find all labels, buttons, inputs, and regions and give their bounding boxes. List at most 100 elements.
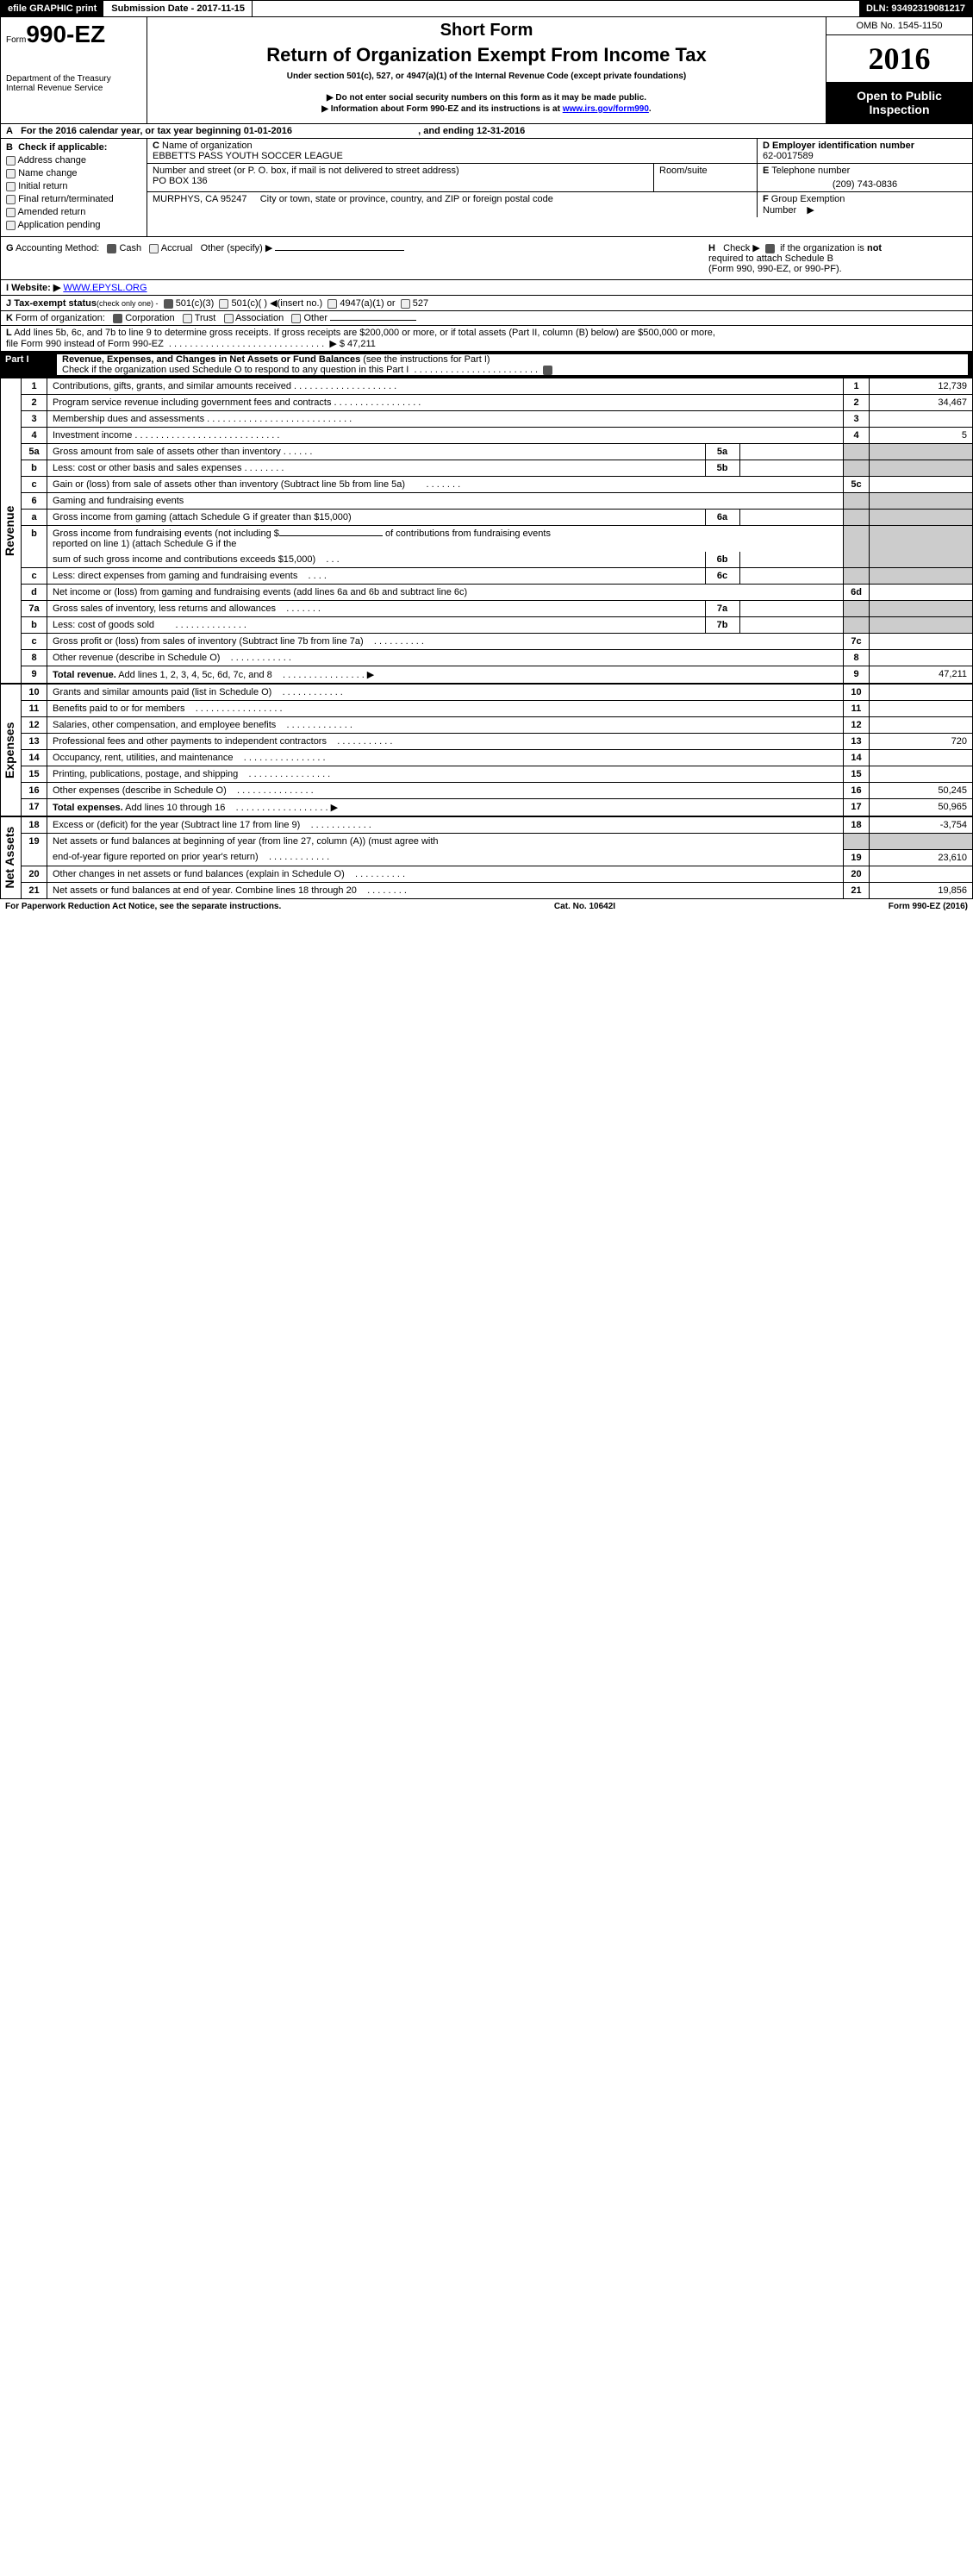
- header-left: Form990-EZ Department of the Treasury In…: [1, 17, 147, 123]
- room-suite: Room/suite: [653, 164, 757, 191]
- l6a-rnum: [844, 510, 870, 526]
- irs-link[interactable]: www.irs.gov/form990: [563, 104, 649, 114]
- label-g: G: [6, 243, 14, 253]
- chk-final-return[interactable]: Final return/terminated: [6, 194, 141, 204]
- chk-initial-return[interactable]: Initial return: [6, 181, 141, 191]
- chk-name-change[interactable]: Name change: [6, 168, 141, 178]
- box-c-address: Number and street (or P. O. box, if mail…: [147, 164, 653, 191]
- radio-501c3[interactable]: [164, 299, 173, 309]
- row-a-tax-year: A For the 2016 calendar year, or tax yea…: [0, 124, 973, 139]
- other-org-input[interactable]: [330, 320, 416, 321]
- insert-no-label: ◀(insert no.): [270, 298, 322, 309]
- l1-val: 12,739: [870, 378, 973, 395]
- row-l-text1: Add lines 5b, 6c, and 7b to line 9 to de…: [14, 328, 715, 338]
- chk-schedule-b[interactable]: [765, 244, 775, 253]
- l5a-wrap: Gross amount from sale of assets other t…: [47, 444, 844, 460]
- row-name: C Name of organization EBBETTS PASS YOUT…: [147, 139, 972, 164]
- l9-rnum: 9: [844, 666, 870, 684]
- l5a-desc: Gross amount from sale of assets other t…: [47, 444, 705, 460]
- expenses-section: Expenses 10Grants and similar amounts pa…: [0, 684, 973, 816]
- l17-rnum: 17: [844, 799, 870, 816]
- radio-trust[interactable]: [183, 314, 192, 323]
- l1-desc: Contributions, gifts, grants, and simila…: [47, 378, 844, 395]
- line-15: 15Printing, publications, postage, and s…: [22, 766, 973, 783]
- l13-val: 720: [870, 734, 973, 750]
- form-subtitle: Under section 501(c), 527, or 4947(a)(1)…: [153, 72, 820, 81]
- dept-treasury: Department of the Treasury: [6, 74, 141, 84]
- revenue-vlabel: Revenue: [1, 378, 18, 683]
- dln-number: DLN: 93492319081217: [859, 1, 972, 16]
- radio-association[interactable]: [224, 314, 234, 323]
- l12-rnum: 12: [844, 717, 870, 734]
- l6c-wrap: Less: direct expenses from gaming and fu…: [47, 568, 844, 585]
- l6-val: [870, 493, 973, 510]
- line-14: 14Occupancy, rent, utilities, and mainte…: [22, 750, 973, 766]
- h-text3: (Form 990, 990-EZ, or 990-PF).: [708, 264, 842, 274]
- l6c-sublabel: 6c: [705, 568, 739, 584]
- line-13: 13Professional fees and other payments t…: [22, 734, 973, 750]
- l15-rnum: 15: [844, 766, 870, 783]
- chk-amended-return[interactable]: Amended return: [6, 207, 141, 217]
- chk-application-pending[interactable]: Application pending: [6, 220, 141, 230]
- open-line-1: Open to Public: [830, 89, 969, 103]
- line-7a: 7aGross sales of inventory, less returns…: [22, 601, 973, 617]
- l5b-num: b: [22, 460, 47, 477]
- radio-corporation[interactable]: [113, 314, 122, 323]
- radio-cash[interactable]: [107, 244, 116, 253]
- website-link[interactable]: WWW.EPYSL.ORG: [63, 283, 147, 293]
- l11-val: [870, 701, 973, 717]
- chk-address-change[interactable]: Address change: [6, 155, 141, 166]
- netassets-section: Net Assets 18Excess or (deficit) for the…: [0, 816, 973, 899]
- 501c-label: 501(c)( ): [232, 298, 268, 309]
- l17-num: 17: [22, 799, 47, 816]
- l7b-sublabel: 7b: [705, 617, 739, 633]
- l6b-fill[interactable]: [279, 535, 383, 536]
- l7a-num: 7a: [22, 601, 47, 617]
- footer-left: For Paperwork Reduction Act Notice, see …: [5, 902, 281, 911]
- part1-title-wrap: Revenue, Expenses, and Changes in Net As…: [57, 354, 968, 375]
- radio-accrual[interactable]: [149, 244, 159, 253]
- l14-num: 14: [22, 750, 47, 766]
- l12-desc: Salaries, other compensation, and employ…: [47, 717, 844, 734]
- 4947-label: 4947(a)(1) or: [340, 298, 395, 309]
- l7c-desc: Gross profit or (loss) from sales of inv…: [47, 634, 844, 650]
- l16-rnum: 16: [844, 783, 870, 799]
- cash-label: Cash: [119, 243, 141, 253]
- efile-print-button[interactable]: efile GRAPHIC print: [1, 1, 104, 16]
- l10-num: 10: [22, 685, 47, 701]
- chk-schedule-o[interactable]: [543, 366, 552, 375]
- l6b-val-grey: [870, 526, 973, 568]
- top-bar: efile GRAPHIC print Submission Date - 20…: [0, 0, 973, 17]
- l5c-rnum: 5c: [844, 477, 870, 493]
- l3-num: 3: [22, 411, 47, 428]
- l5b-desc: Less: cost or other basis and sales expe…: [47, 460, 705, 476]
- radio-4947[interactable]: [327, 299, 337, 309]
- l6b-sublabel: 6b: [705, 552, 739, 567]
- line-6d: dNet income or (loss) from gaming and fu…: [22, 585, 973, 601]
- radio-other-org[interactable]: [291, 314, 301, 323]
- other-specify-input[interactable]: [275, 250, 404, 251]
- radio-501c[interactable]: [219, 299, 228, 309]
- radio-527[interactable]: [401, 299, 410, 309]
- l3-desc: Membership dues and assessments . . . . …: [47, 411, 844, 428]
- l1-num: 1: [22, 378, 47, 395]
- l13-num: 13: [22, 734, 47, 750]
- l10-rnum: 10: [844, 685, 870, 701]
- l7a-rnum: [844, 601, 870, 617]
- footer-right-post: (2016): [940, 902, 968, 911]
- l6a-subval: [739, 510, 843, 525]
- box-d-label: Employer identification number: [772, 141, 914, 151]
- l7b-rnum: [844, 617, 870, 634]
- h-check-pre: Check ▶: [723, 243, 760, 253]
- l5a-rnum: [844, 444, 870, 460]
- chk-initial-return-label: Initial return: [18, 181, 67, 191]
- revenue-section-label: Revenue: [0, 378, 21, 684]
- l20-rnum: 20: [844, 866, 870, 882]
- label-j: J: [6, 298, 11, 309]
- l20-val: [870, 866, 973, 882]
- l12-val: [870, 717, 973, 734]
- l6-rnum: [844, 493, 870, 510]
- label-c: C: [153, 141, 159, 151]
- l15-desc: Printing, publications, postage, and shi…: [47, 766, 844, 783]
- box-f-label2: Number: [763, 205, 796, 216]
